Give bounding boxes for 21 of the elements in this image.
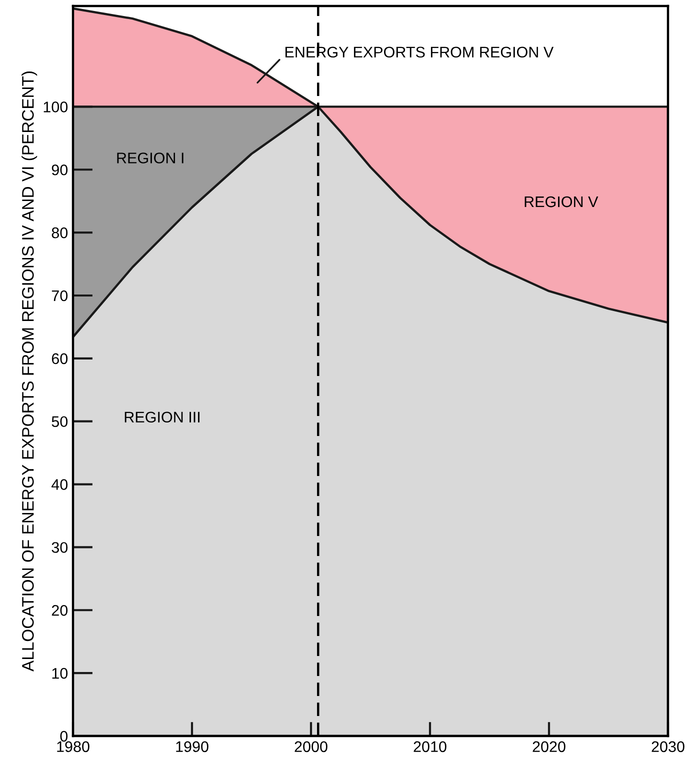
annotation: REGION I (117, 152, 184, 164)
y-tick-label: 0 (60, 730, 68, 742)
x-tick-label: 2000 (294, 741, 328, 752)
y-tick-label: 20 (52, 605, 68, 616)
x-tick-label: 2010 (414, 741, 446, 752)
annotation: REGION V (524, 196, 598, 208)
y-tick-label: 60 (52, 353, 68, 364)
x-tick-label: 2020 (532, 741, 566, 752)
y-tick-label: 100 (44, 102, 68, 112)
y-tick-label: 10 (52, 668, 68, 679)
y-tick-label: 30 (52, 542, 68, 553)
y-tick-label: 90 (52, 164, 68, 176)
x-tick-label: 2030 (652, 741, 684, 752)
y-tick-label: 50 (52, 416, 68, 428)
x-tick-label: 1980 (57, 741, 90, 752)
annotation: REGION III (124, 412, 200, 423)
y-tick-label: 80 (52, 227, 68, 238)
x-tick-label: 1990 (176, 741, 208, 752)
y-tick-label: 40 (52, 479, 68, 490)
y-axis-title: ALLOCATION OF ENERGY EXPORTS FROM REGIONS IV AND VI (PERCENT) (22, 72, 38, 672)
y-tick-label: 70 (52, 290, 68, 302)
